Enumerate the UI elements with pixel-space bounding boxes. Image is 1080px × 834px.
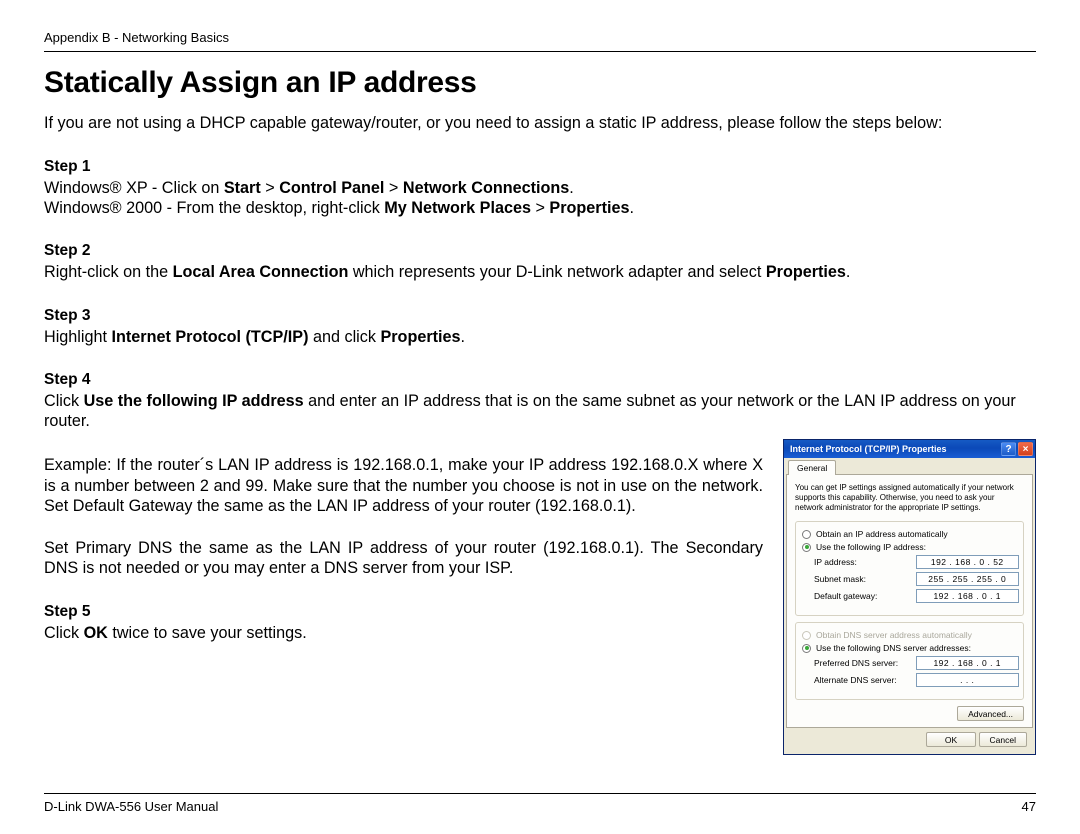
preferred-dns-input[interactable]: 192 . 168 . 0 . 1 [916,656,1020,670]
step4-useip-bold: Use the following IP address [84,392,304,410]
step1-nc-bold: Network Connections [403,179,569,197]
step1-props-bold: Properties [549,199,629,217]
step2-body: Right-click on the Local Area Connection… [44,262,1036,282]
step1-post2: . [629,199,634,217]
step1-post1: . [569,179,574,197]
radio-obtain-ip[interactable]: Obtain an IP address automatically [802,529,1019,539]
tab-general[interactable]: General [788,460,836,475]
step2-label: Step 2 [44,242,1036,260]
step3-body: Highlight Internet Protocol (TCP/IP) and… [44,327,1036,347]
radio-obtain-ip-label: Obtain an IP address automatically [816,529,948,539]
step1-xp-pre: Windows® XP - Click on [44,179,224,197]
dialog-info: You can get IP settings assigned automat… [795,483,1024,513]
advanced-button[interactable]: Advanced... [957,706,1024,721]
dns-fieldset: Obtain DNS server address automatically … [795,622,1024,700]
step1-body: Windows® XP - Click on Start > Control P… [44,178,1036,219]
radio-icon [802,631,811,640]
step1-gt3: > [531,199,549,217]
tcpip-properties-dialog: Internet Protocol (TCP/IP) Properties ? … [783,439,1036,755]
dialog-footer: OK Cancel [786,728,1033,752]
footer-manual: D-Link DWA-556 User Manual [44,799,218,814]
step1-start-bold: Start [224,179,261,197]
step5-label: Step 5 [44,603,763,621]
intro-paragraph: If you are not using a DHCP capable gate… [44,114,1036,134]
tab-panel: You can get IP settings assigned automat… [786,474,1033,728]
step3-pre: Highlight [44,328,112,346]
step1-2k-pre: Windows® 2000 - From the desktop, right-… [44,199,384,217]
step2-post: . [846,263,851,281]
dialog-title: Internet Protocol (TCP/IP) Properties [790,444,999,454]
step4-label: Step 4 [44,371,1036,389]
step3-tcp-bold: Internet Protocol (TCP/IP) [112,328,309,346]
step5-post: twice to save your settings. [108,624,307,642]
step3-post: . [461,328,466,346]
footer-rule [44,793,1036,794]
close-icon[interactable]: × [1018,442,1033,456]
page-title: Statically Assign an IP address [44,66,1036,100]
radio-use-dns[interactable]: Use the following DNS server addresses: [802,643,1019,653]
cancel-button[interactable]: Cancel [979,732,1027,747]
alternate-dns-input[interactable]: . . . [916,673,1020,687]
default-gateway-input[interactable]: 192 . 168 . 0 . 1 [916,589,1020,603]
step3-label: Step 3 [44,307,1036,325]
ip-address-input[interactable]: 192 . 168 . 0 . 52 [916,555,1020,569]
step3-props-bold: Properties [380,328,460,346]
step2-mid: which represents your D-Link network ada… [348,263,765,281]
step4-pre: Click [44,392,84,410]
radio-use-dns-label: Use the following DNS server addresses: [816,643,971,653]
step1-gt1: > [261,179,279,197]
radio-use-ip[interactable]: Use the following IP address: [802,542,1019,552]
footer-page: 47 [1022,799,1036,814]
step1-mnp-bold: My Network Places [384,199,531,217]
step4-dns: Set Primary DNS the same as the LAN IP a… [44,538,763,579]
dialog-body: General You can get IP settings assigned… [784,458,1035,754]
radio-obtain-dns-label: Obtain DNS server address automatically [816,630,972,640]
step2-pre: Right-click on the [44,263,173,281]
ok-button[interactable]: OK [926,732,976,747]
step3-mid: and click [308,328,380,346]
step1-label: Step 1 [44,158,1036,176]
step5-ok-bold: OK [84,624,108,642]
default-gateway-label: Default gateway: [814,591,916,601]
advanced-row: Advanced... [795,706,1024,721]
radio-obtain-dns: Obtain DNS server address automatically [802,630,1019,640]
step2-props-bold: Properties [766,263,846,281]
dialog-titlebar[interactable]: Internet Protocol (TCP/IP) Properties ? … [784,440,1035,458]
step1-gt2: > [384,179,402,197]
radio-icon[interactable] [802,644,811,653]
step5-pre: Click [44,624,84,642]
step1-cp-bold: Control Panel [279,179,384,197]
step4-example: Example: If the router´s LAN IP address … [44,455,763,516]
subnet-mask-label: Subnet mask: [814,574,916,584]
header-appendix: Appendix B - Networking Basics [44,30,1036,45]
preferred-dns-label: Preferred DNS server: [814,658,916,668]
step2-lac-bold: Local Area Connection [173,263,349,281]
subnet-mask-input[interactable]: 255 . 255 . 255 . 0 [916,572,1020,586]
radio-icon[interactable] [802,530,811,539]
radio-icon[interactable] [802,543,811,552]
step4-first: Click Use the following IP address and e… [44,391,1036,432]
ip-fieldset: Obtain an IP address automatically Use t… [795,521,1024,616]
alternate-dns-label: Alternate DNS server: [814,675,916,685]
radio-use-ip-label: Use the following IP address: [816,542,926,552]
help-icon[interactable]: ? [1001,442,1016,456]
header-rule [44,51,1036,52]
step5-body: Click OK twice to save your settings. [44,623,763,643]
ip-address-label: IP address: [814,557,916,567]
